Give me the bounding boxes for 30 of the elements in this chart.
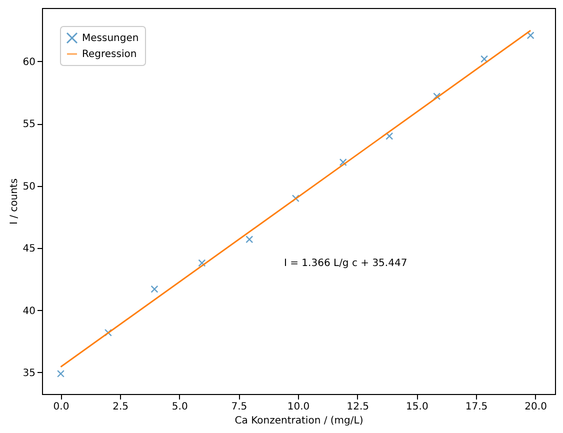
y-tick-label: 35	[22, 368, 36, 379]
x-tick-label: 17.5	[465, 402, 488, 412]
y-tick-label: 40	[22, 306, 36, 317]
y-tick-label: 45	[22, 244, 36, 255]
point	[198, 259, 206, 267]
x-axis-title: Ca Konzentration / (mg/L)	[234, 416, 364, 426]
x-tick-label: 12.5	[346, 402, 369, 412]
x-tick-label: 5.0	[172, 402, 188, 412]
point	[526, 32, 534, 40]
point	[339, 158, 347, 166]
point	[246, 236, 254, 244]
point	[386, 132, 394, 140]
y-tick-label: 55	[22, 119, 36, 130]
legend-label: Messungen	[82, 33, 139, 44]
y-tick-label: 60	[22, 56, 36, 68]
legend-label: Regression	[82, 49, 137, 60]
point	[433, 92, 441, 100]
x-tick-label: 2.5	[112, 402, 129, 412]
point	[56, 370, 65, 378]
y-axis-title: I / counts	[8, 178, 20, 225]
x-tick-label: 7.5	[231, 402, 248, 412]
point	[480, 55, 488, 63]
annotation: I = 1.366 L/g c + 35.447	[284, 258, 408, 269]
point	[104, 328, 112, 336]
x-tick-label: 20.0	[524, 402, 547, 412]
point	[150, 285, 158, 293]
y-tick-label: 50	[22, 181, 36, 192]
x-tick-label: 10.0	[287, 402, 310, 412]
x-tick-label: 0.0	[53, 402, 70, 412]
x-tick-label: 15.0	[406, 402, 428, 412]
